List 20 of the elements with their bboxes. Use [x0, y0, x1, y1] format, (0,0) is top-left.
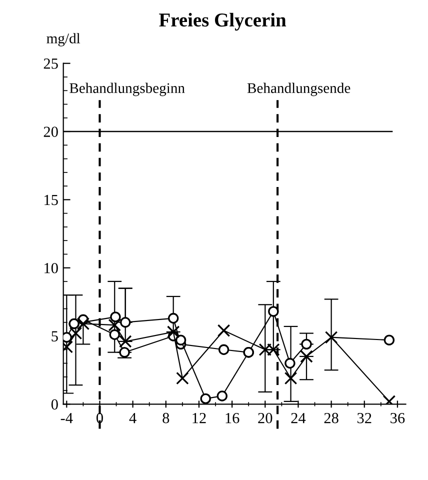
x-tick-label: 24 — [291, 412, 306, 424]
ref-line-label: Behandlungsende — [247, 82, 350, 96]
x-tick-label: 16 — [226, 412, 240, 424]
y-tick-label: 20 — [44, 126, 58, 137]
ref-line-label: Behandlungsbeginn — [70, 82, 185, 96]
y-tick-label: 15 — [44, 194, 58, 206]
y-tick-label: 25 — [44, 58, 58, 69]
chart-title: Freies Glycerin — [159, 12, 286, 31]
x-tick-label: -4 — [60, 413, 73, 424]
x-tick-label: 4 — [129, 413, 136, 424]
x-tick-label: 12 — [192, 412, 206, 424]
y-axis-title: mg/dl — [46, 33, 80, 46]
x-tick-label: 20 — [258, 412, 272, 424]
y-tick-label: 10 — [44, 262, 58, 274]
y-tick-label: 0 — [51, 399, 58, 410]
x-tick-label: 36 — [390, 412, 405, 424]
x-tick-label: 32 — [357, 412, 372, 424]
x-tick-label: 28 — [324, 412, 338, 424]
y-tick-label: 5 — [52, 331, 58, 342]
x-tick-label: 8 — [162, 412, 170, 424]
